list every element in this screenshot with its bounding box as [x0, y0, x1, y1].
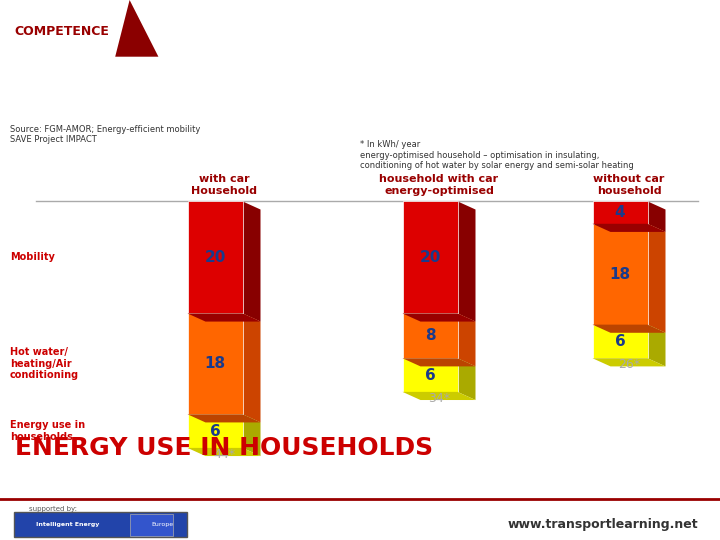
Text: 4: 4: [615, 205, 625, 220]
Bar: [402, 201, 457, 313]
Text: household: household: [597, 186, 661, 196]
Polygon shape: [243, 414, 261, 456]
Bar: [402, 313, 457, 358]
Text: 18: 18: [609, 267, 631, 282]
Text: Intelligent Energy: Intelligent Energy: [36, 522, 99, 526]
Text: 8: 8: [425, 328, 436, 343]
Text: ENERGY USE IN HOUSEHOLDS: ENERGY USE IN HOUSEHOLDS: [15, 436, 433, 460]
Text: 6: 6: [615, 334, 626, 349]
Text: Household: Household: [191, 186, 257, 196]
Polygon shape: [647, 325, 665, 367]
Text: * In kWh/ year
energy-optimised household – optimisation in insulating,
conditio: * In kWh/ year energy-optimised househol…: [360, 140, 634, 170]
Polygon shape: [457, 201, 475, 322]
Text: www.transportlearning.net: www.transportlearning.net: [508, 517, 698, 530]
Bar: [593, 224, 647, 325]
Bar: [187, 201, 243, 313]
Text: 26*: 26*: [618, 359, 640, 372]
Text: Source: FGM-AMOR; Energy-efficient mobility
SAVE Project IMPACT: Source: FGM-AMOR; Energy-efficient mobil…: [10, 125, 200, 144]
Bar: [187, 414, 243, 448]
Polygon shape: [187, 448, 261, 456]
Text: with car: with car: [199, 174, 249, 184]
Polygon shape: [593, 358, 665, 367]
Text: COMPETENCE: COMPETENCE: [14, 25, 109, 38]
Text: Mobility: Mobility: [10, 252, 55, 262]
Polygon shape: [0, 0, 158, 57]
Text: Energy use in
households: Energy use in households: [10, 420, 85, 442]
Bar: [593, 325, 647, 358]
Polygon shape: [402, 313, 475, 322]
Polygon shape: [115, 0, 158, 57]
Polygon shape: [402, 358, 475, 367]
Polygon shape: [593, 224, 665, 232]
Polygon shape: [243, 201, 261, 322]
FancyBboxPatch shape: [14, 512, 187, 537]
Text: energy-optimised: energy-optimised: [384, 186, 494, 196]
Text: 44*: 44*: [213, 448, 235, 461]
Polygon shape: [187, 414, 261, 422]
Text: 20: 20: [204, 250, 225, 265]
Text: Fundamentals on transport and energy: Fundamentals on transport and energy: [487, 26, 706, 36]
Text: 18: 18: [204, 356, 225, 372]
Text: without car: without car: [593, 174, 665, 184]
Polygon shape: [402, 392, 475, 400]
Text: 6: 6: [425, 368, 436, 382]
Polygon shape: [647, 224, 665, 333]
Text: 6: 6: [210, 423, 220, 438]
Polygon shape: [457, 358, 475, 400]
Bar: [187, 313, 243, 414]
Polygon shape: [187, 313, 261, 322]
Text: household with car: household with car: [379, 174, 498, 184]
Polygon shape: [647, 201, 665, 232]
Bar: [402, 358, 457, 392]
Polygon shape: [243, 313, 261, 422]
Text: 34*: 34*: [428, 392, 450, 405]
FancyBboxPatch shape: [130, 514, 173, 536]
Text: supported by:: supported by:: [29, 506, 77, 512]
Text: Hot water/
heating/Air
conditioning: Hot water/ heating/Air conditioning: [10, 347, 79, 381]
Bar: [593, 201, 647, 224]
Polygon shape: [457, 313, 475, 367]
Text: 20: 20: [419, 250, 441, 265]
Polygon shape: [593, 325, 665, 333]
Text: Europe: Europe: [151, 522, 174, 526]
